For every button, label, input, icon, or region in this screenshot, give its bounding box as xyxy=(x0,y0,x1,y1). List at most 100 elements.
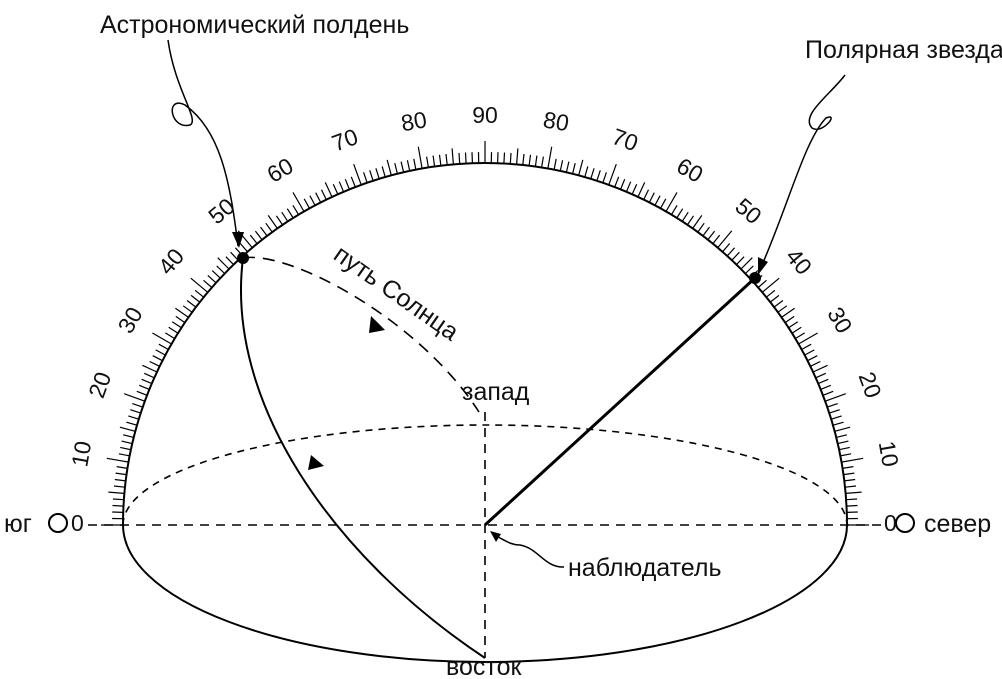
horizon-front xyxy=(122,524,848,663)
scale-tick xyxy=(692,215,703,229)
scale-tick xyxy=(112,504,124,507)
scale-tick xyxy=(292,204,300,216)
scale-tick xyxy=(182,305,193,313)
observer-label: наблюдатель xyxy=(568,554,722,582)
scale-tick xyxy=(670,204,678,216)
scale-tick xyxy=(522,153,525,166)
scale-label: 80 xyxy=(399,106,429,136)
scale-tick xyxy=(846,504,858,507)
scale-tick xyxy=(596,170,601,181)
scale-tick xyxy=(643,189,650,200)
scale-tick xyxy=(381,166,386,178)
scale-label: 60 xyxy=(672,152,707,187)
scale-tick xyxy=(417,146,423,169)
scale-tick xyxy=(707,230,716,241)
scale-tick xyxy=(836,434,848,438)
scale-label: 30 xyxy=(112,302,147,337)
scale-tick xyxy=(812,364,828,373)
scale-tick xyxy=(413,158,417,170)
scale-tick xyxy=(842,466,854,469)
scale-tick xyxy=(717,230,733,249)
scale-tick xyxy=(769,294,780,303)
scale-tick xyxy=(152,332,172,345)
scale-tick xyxy=(445,153,448,166)
scale-tick xyxy=(553,158,557,170)
scale-tick xyxy=(315,192,322,203)
sun-path-hidden xyxy=(242,256,480,413)
scale-tick xyxy=(207,274,217,284)
scale-tick xyxy=(386,159,392,176)
scale-tick xyxy=(194,289,205,298)
scale-tick xyxy=(275,215,284,226)
scale-tick xyxy=(781,307,795,318)
scale-tick xyxy=(338,181,345,193)
scale-tick xyxy=(824,393,847,402)
scale-tick xyxy=(136,390,148,396)
scale-tick xyxy=(547,146,553,169)
scale-tick xyxy=(119,426,136,432)
scale-tick xyxy=(702,226,710,237)
scale-tick xyxy=(584,166,589,178)
north-zero-circle xyxy=(895,513,915,533)
scale-tick xyxy=(559,160,564,172)
scale-tick xyxy=(239,243,248,253)
scale-tick xyxy=(190,277,209,293)
scale-tick xyxy=(784,315,795,324)
scale-tick xyxy=(292,192,305,212)
scale-tick xyxy=(844,478,856,482)
scale-tick xyxy=(832,421,844,426)
noon-leader xyxy=(167,39,239,247)
scale-tick xyxy=(572,162,576,174)
scale-tick xyxy=(614,176,620,188)
scale-tick xyxy=(686,215,695,226)
scale-tick xyxy=(794,332,806,340)
scale-label: 20 xyxy=(854,368,887,401)
scale-tick xyxy=(791,326,802,334)
polaris-leader-arrow xyxy=(758,257,768,275)
scale-tick xyxy=(286,208,294,219)
scale-tick xyxy=(726,247,736,257)
scale-tick xyxy=(840,453,852,457)
north-label: север xyxy=(924,510,991,538)
scale-tick xyxy=(128,415,139,420)
scale-tick xyxy=(602,172,607,183)
scale-tick xyxy=(744,265,754,274)
scale-tick xyxy=(152,355,163,362)
scale-tick xyxy=(509,152,512,164)
scale-tick xyxy=(648,192,655,203)
scale-tick xyxy=(168,326,179,334)
scale-tick xyxy=(829,409,840,414)
scale-tick xyxy=(149,360,160,367)
scale-tick xyxy=(620,178,626,190)
scale-tick xyxy=(230,251,239,261)
scale-tick xyxy=(369,170,374,181)
sun-path-label: путь Солнца xyxy=(329,240,464,346)
scale-tick xyxy=(190,294,201,303)
scale-tick xyxy=(350,176,356,188)
scale-tick xyxy=(120,446,132,451)
scale-tick xyxy=(820,384,832,390)
scale-tick xyxy=(116,466,128,469)
scale-tick xyxy=(113,485,126,488)
polaris-point xyxy=(749,272,761,284)
scale-tick xyxy=(844,485,857,488)
scale-zero-left: 0 xyxy=(71,510,84,536)
scale-tick xyxy=(631,183,638,195)
scale-label: 40 xyxy=(153,243,189,279)
scale-tick xyxy=(186,300,197,308)
scale-tick xyxy=(324,182,333,198)
scale-tick xyxy=(807,355,818,362)
scale-tick xyxy=(363,172,368,183)
scale-tick xyxy=(503,152,506,164)
scale-tick xyxy=(260,226,268,237)
scale-tick xyxy=(254,230,263,241)
observer-leader-arrow xyxy=(490,531,501,542)
scale-tick xyxy=(834,426,851,432)
scale-label: 70 xyxy=(328,123,361,156)
scale-label: 70 xyxy=(609,123,642,156)
scale-tick xyxy=(406,160,411,172)
scale-tick xyxy=(827,403,838,408)
scale-label: 10 xyxy=(66,439,96,469)
scale-tick xyxy=(344,178,350,190)
